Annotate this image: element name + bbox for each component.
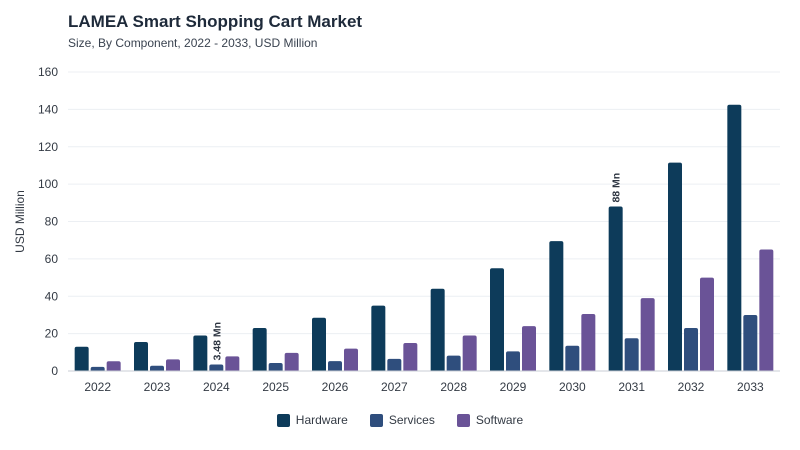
x-tick-label: 2027: [381, 380, 408, 394]
bar-software-2027: [403, 342, 418, 371]
y-tick-label: 160: [38, 65, 58, 79]
chart-subtitle: Size, By Component, 2022 - 2033, USD Mil…: [68, 36, 318, 50]
x-tick-label: 2028: [440, 380, 467, 394]
legend-swatch-hardware: [276, 413, 290, 427]
x-tick-label: 2025: [262, 380, 289, 394]
x-tick-label: 2022: [84, 380, 111, 394]
bar-hardware-2029: [490, 268, 504, 371]
bar-services-2024: [209, 364, 224, 371]
bar-services-2031: [624, 338, 639, 371]
legend-label-hardware: Hardware: [295, 413, 348, 427]
bar-services-2033: [743, 314, 758, 371]
bar-hardware-2028: [430, 288, 445, 371]
bar-hardware-2024: [193, 335, 208, 371]
x-tick-label: 2031: [618, 380, 645, 394]
bar-software-2024: [225, 356, 240, 371]
y-axis-title: USD Million: [13, 190, 27, 253]
bar-software-2033: [759, 249, 774, 371]
y-tick-label: 20: [45, 327, 59, 341]
y-tick-label: 0: [51, 364, 58, 378]
bar-services-2029: [506, 351, 520, 371]
legend-item-services[interactable]: Services: [369, 413, 435, 427]
legend-label-services: Services: [388, 413, 435, 427]
bar-services-2030: [565, 345, 580, 371]
y-tick-label: 60: [45, 252, 59, 266]
y-tick-label: 40: [45, 289, 59, 303]
bar-chart: 0 20 40 60 80 100 120 140 160 USD Million 2022 2023…: [13, 65, 780, 394]
bar-hardware-2027: [371, 305, 386, 371]
x-tick-label: 2033: [737, 380, 764, 394]
x-tick-label: 2024: [203, 380, 230, 394]
chart-title: LAMEA Smart Shopping Cart Market: [68, 12, 363, 31]
bar-hardware-2030: [549, 241, 564, 371]
bar-hardware-2022: [74, 346, 89, 371]
bar-hardware-2031: [608, 206, 623, 371]
legend-swatch-services: [369, 413, 383, 427]
y-tick-label: 120: [38, 140, 58, 154]
bar-software-2023: [166, 359, 180, 371]
bar-hardware-2026: [312, 317, 326, 371]
y-tick-label: 80: [45, 215, 59, 229]
data-label: 3.48 Mn: [211, 322, 223, 361]
bar-hardware-2023: [134, 342, 148, 371]
bar-software-2030: [581, 314, 596, 371]
bar-hardware-2032: [668, 162, 682, 371]
bar-software-2022: [106, 361, 121, 371]
bar-software-2031: [640, 298, 655, 371]
bar-hardware-2025: [252, 328, 267, 371]
legend-item-hardware[interactable]: Hardware: [276, 413, 348, 427]
legend-item-software[interactable]: Software: [456, 413, 524, 427]
chart-legend: Hardware Services Software: [0, 413, 800, 427]
bar-services-2027: [387, 358, 402, 371]
x-tick-label: 2032: [678, 380, 705, 394]
bar-software-2025: [284, 352, 299, 371]
x-tick-label: 2026: [322, 380, 349, 394]
x-tick-label: 2030: [559, 380, 586, 394]
y-tick-label: 100: [38, 177, 58, 191]
bar-services-2025: [268, 362, 283, 371]
bar-services-2032: [684, 328, 698, 371]
x-tick-label: 2029: [500, 380, 527, 394]
bar-services-2023: [150, 365, 164, 371]
legend-label-software: Software: [475, 413, 524, 427]
legend-swatch-software: [456, 413, 470, 427]
bar-hardware-2033: [727, 104, 742, 371]
x-tick-label: 2023: [144, 380, 171, 394]
bar-software-2029: [522, 326, 536, 371]
bar-software-2026: [344, 348, 358, 371]
bar-services-2028: [446, 355, 461, 371]
bar-software-2032: [700, 277, 714, 371]
bar-services-2026: [328, 361, 342, 371]
data-label: 88 Mn: [611, 173, 623, 203]
bar-software-2028: [462, 335, 477, 371]
bar-services-2022: [90, 366, 105, 371]
y-tick-label: 140: [38, 102, 58, 116]
